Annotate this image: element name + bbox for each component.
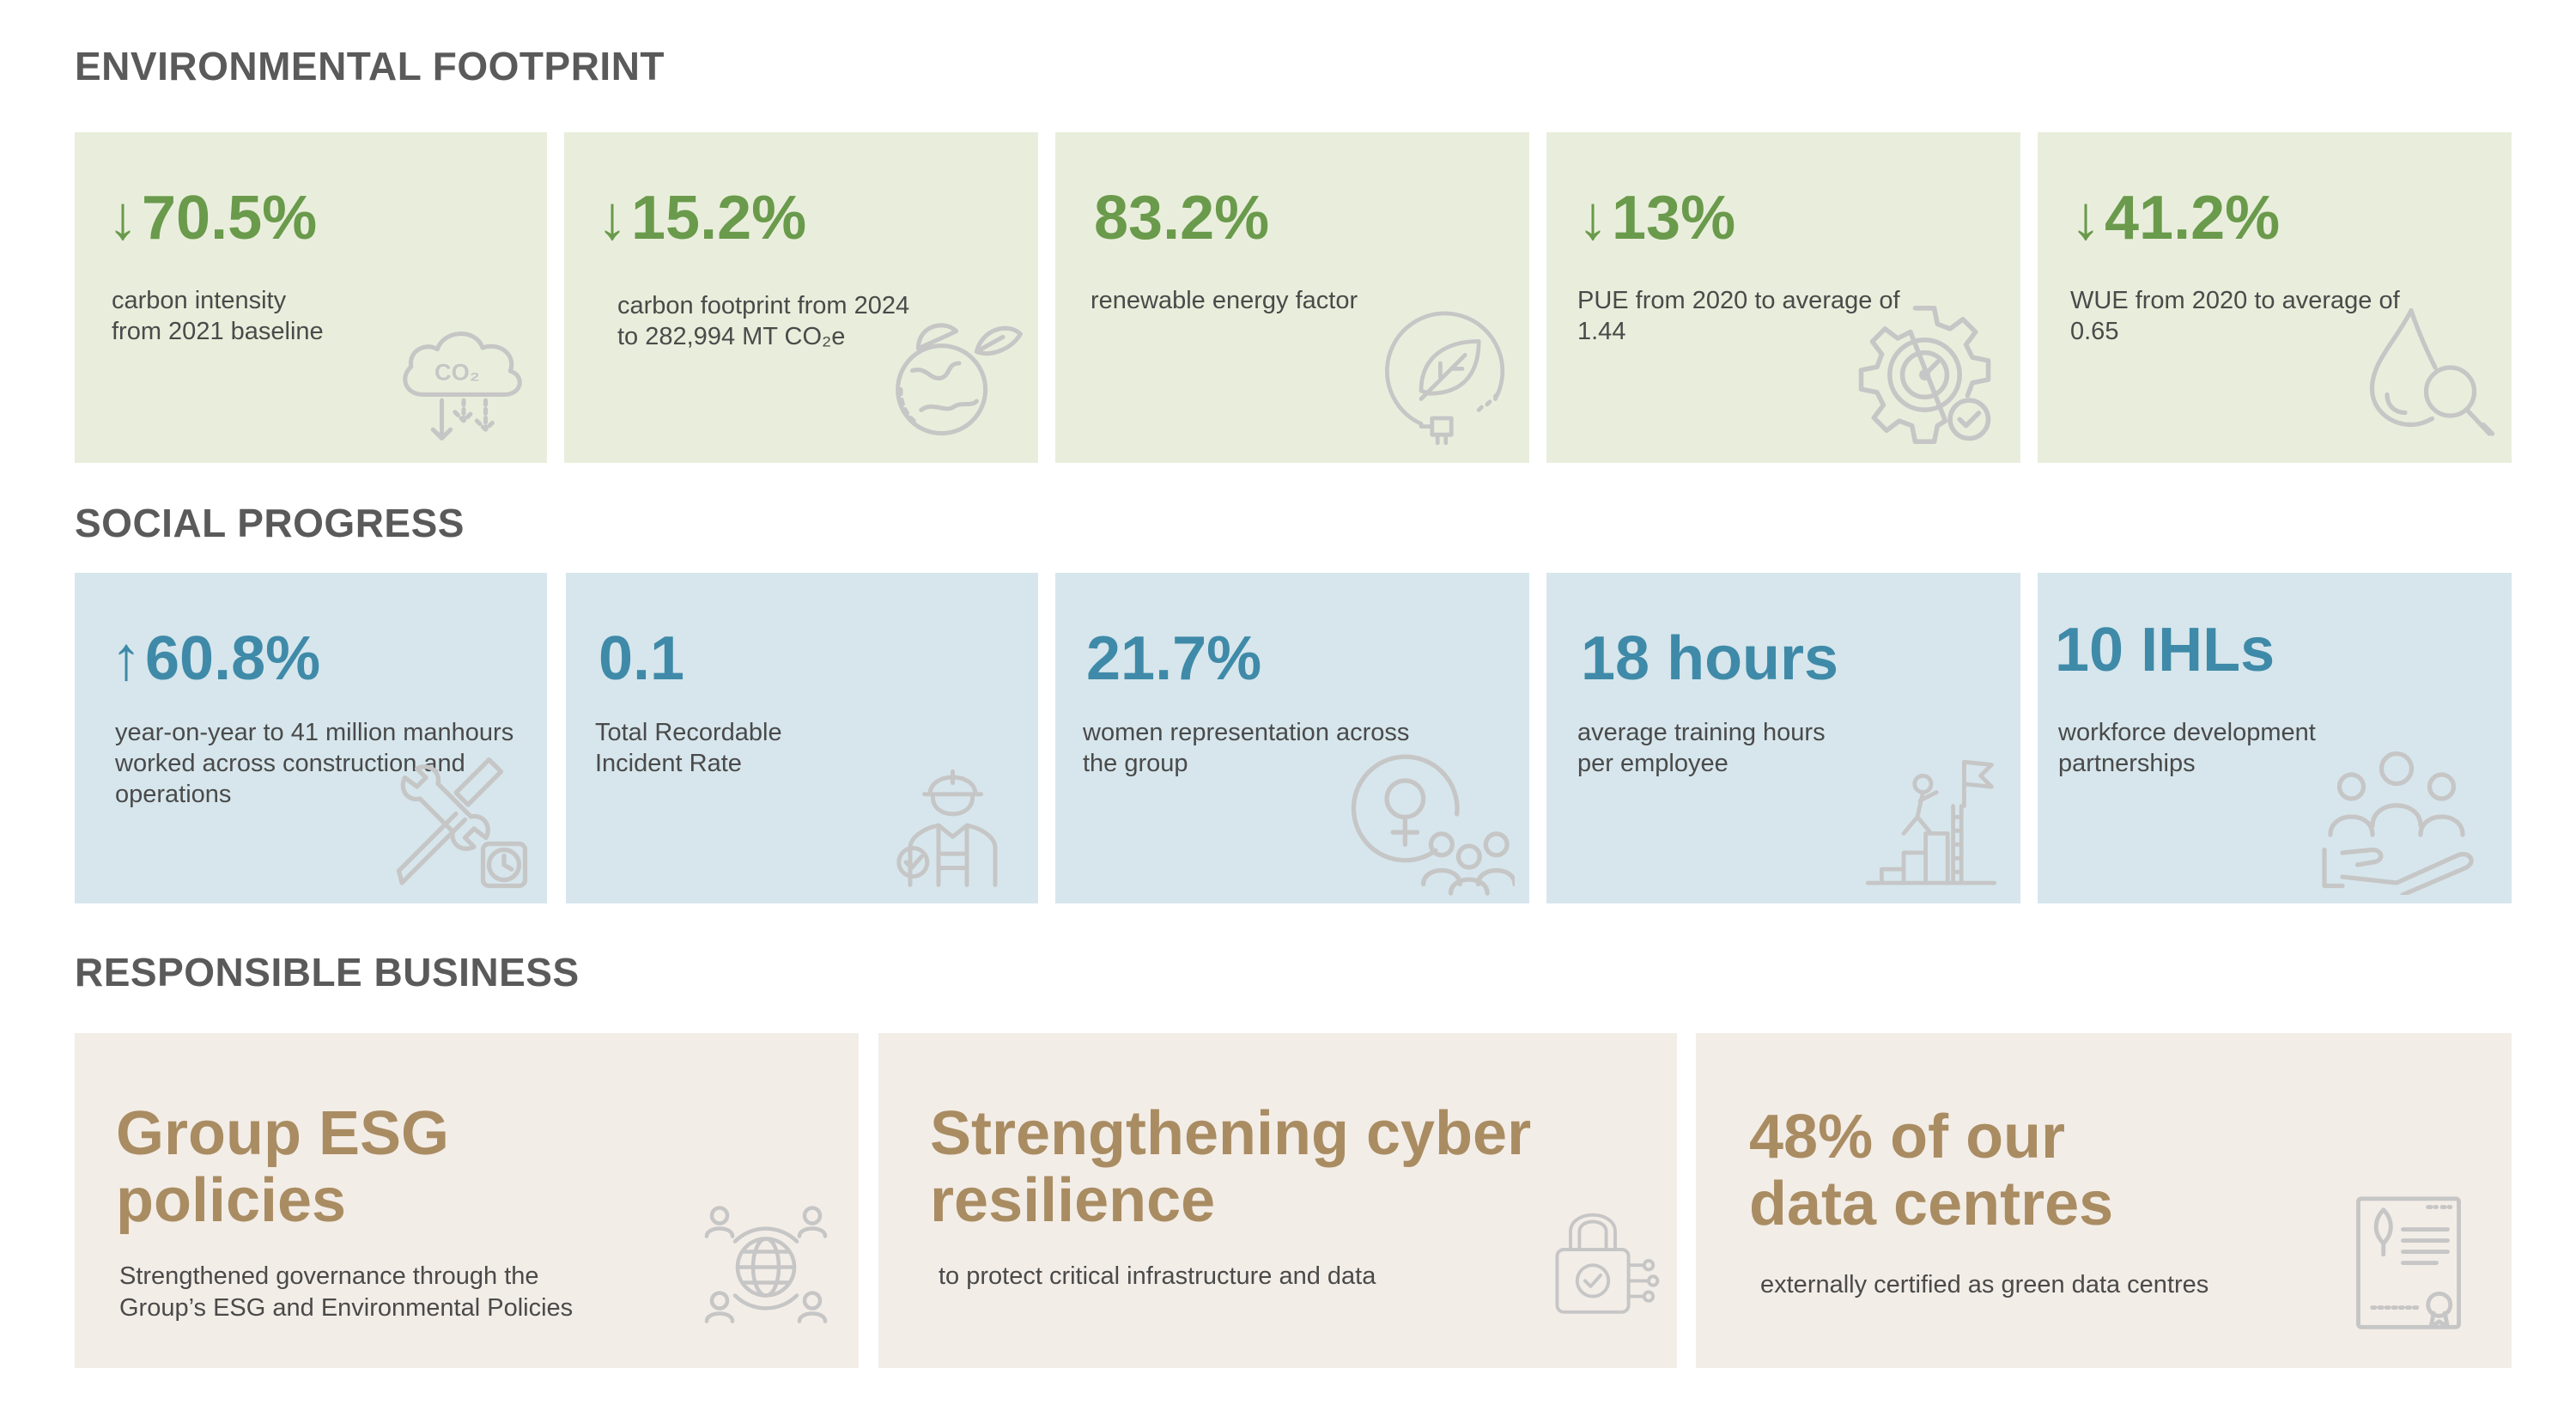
biz-card-esg-policies: Group ESG policies Strengthened governan… <box>75 1033 859 1368</box>
water-drop-magnifier-icon <box>2351 295 2501 446</box>
soc-card-women-representation: 21.7% women representation across the gr… <box>1055 573 1529 903</box>
metric-description: workforce development partnerships <box>2058 719 2316 777</box>
tools-clock-icon <box>384 745 534 895</box>
metric-description: women representation across the group <box>1083 719 1410 777</box>
metric-value: ↓70.5% <box>107 184 318 252</box>
metric-value: 0.1 <box>598 624 685 693</box>
metric-value: Group ESG policies <box>116 1099 450 1235</box>
metric-value: ↑60.8% <box>111 624 321 693</box>
padlock-circuit-icon <box>1548 1201 1660 1321</box>
metric-description: year-on-year to 41 million manhours work… <box>115 719 514 808</box>
safety-worker-icon <box>882 745 1024 895</box>
section-title-environmental: ENVIRONMENTAL FOOTPRINT <box>75 44 665 88</box>
metric-value: 10 IHLs <box>2055 616 2275 684</box>
env-card-carbon-intensity: ↓70.5% carbon intensity from 2021 baseli… <box>75 132 547 463</box>
env-card-pue: ↓13% PUE from 2020 to average of 1.44 <box>1546 132 2020 463</box>
biz-card-cyber-resilience: Strengthening cyber resilience to protec… <box>878 1033 1677 1368</box>
section-title-social: SOCIAL PROGRESS <box>75 501 465 545</box>
co2-cloud-icon: CO₂ <box>391 304 537 450</box>
metric-description: carbon intensity from 2021 baseline <box>112 287 324 345</box>
metric-value: Strengthening cyber resilience <box>930 1099 1532 1235</box>
metric-value: 48% of our data centres <box>1749 1103 2114 1238</box>
biz-card-green-data-centres: 48% of our data centres externally certi… <box>1696 1033 2512 1368</box>
female-group-icon <box>1347 743 1515 897</box>
section-title-business: RESPONSIBLE BUSINESS <box>75 950 580 994</box>
metric-description: PUE from 2020 to average of 1.44 <box>1577 287 1900 345</box>
metric-value: 83.2% <box>1094 184 1270 252</box>
soc-card-training-hours: 18 hours average training hours per empl… <box>1546 573 2020 903</box>
env-card-wue: ↓41.2% WUE from 2020 to average of 0.65 <box>2038 132 2512 463</box>
metric-value: ↓41.2% <box>2070 184 2281 252</box>
metric-description: WUE from 2020 to average of 0.65 <box>2070 287 2400 345</box>
metric-value: 18 hours <box>1581 624 1839 693</box>
env-card-carbon-footprint: ↓15.2% carbon footprint from 2024 to 282… <box>564 132 1038 463</box>
metric-description: average training hours per employee <box>1577 719 1826 777</box>
certificate-leaf-icon <box>2353 1192 2464 1334</box>
soc-card-manhours: ↑60.8% year-on-year to 41 million manhou… <box>75 573 547 903</box>
metric-description: Strengthened governance through the Grou… <box>119 1262 574 1322</box>
svg-text:CO₂: CO₂ <box>434 358 480 385</box>
metric-description: renewable energy factor <box>1091 287 1358 314</box>
gear-gauge-icon <box>1845 295 2004 454</box>
people-hand-icon <box>2312 745 2493 895</box>
leaf-plug-icon <box>1380 304 1517 450</box>
metric-description: externally certified as green data centr… <box>1760 1271 2209 1298</box>
metric-description: carbon footprint from 2024 to 282,994 MT… <box>617 292 910 350</box>
soc-card-incident-rate: 0.1 Total Recordable Incident Rate <box>566 573 1038 903</box>
metric-description: to protect critical infrastructure and d… <box>939 1262 1376 1290</box>
globe-leaf-icon <box>886 301 1032 455</box>
metric-description: Total Recordable Incident Rate <box>595 719 782 777</box>
globe-people-icon <box>702 1201 830 1334</box>
soc-card-ihl-partnerships: 10 IHLs workforce development partnershi… <box>2038 573 2512 903</box>
metric-value: 21.7% <box>1086 624 1262 693</box>
metric-value: ↓13% <box>1577 184 1736 252</box>
metric-value: ↓15.2% <box>597 184 807 252</box>
env-card-renewable-energy: 83.2% renewable energy factor <box>1055 132 1529 463</box>
climbing-steps-flag-icon <box>1862 745 2000 895</box>
